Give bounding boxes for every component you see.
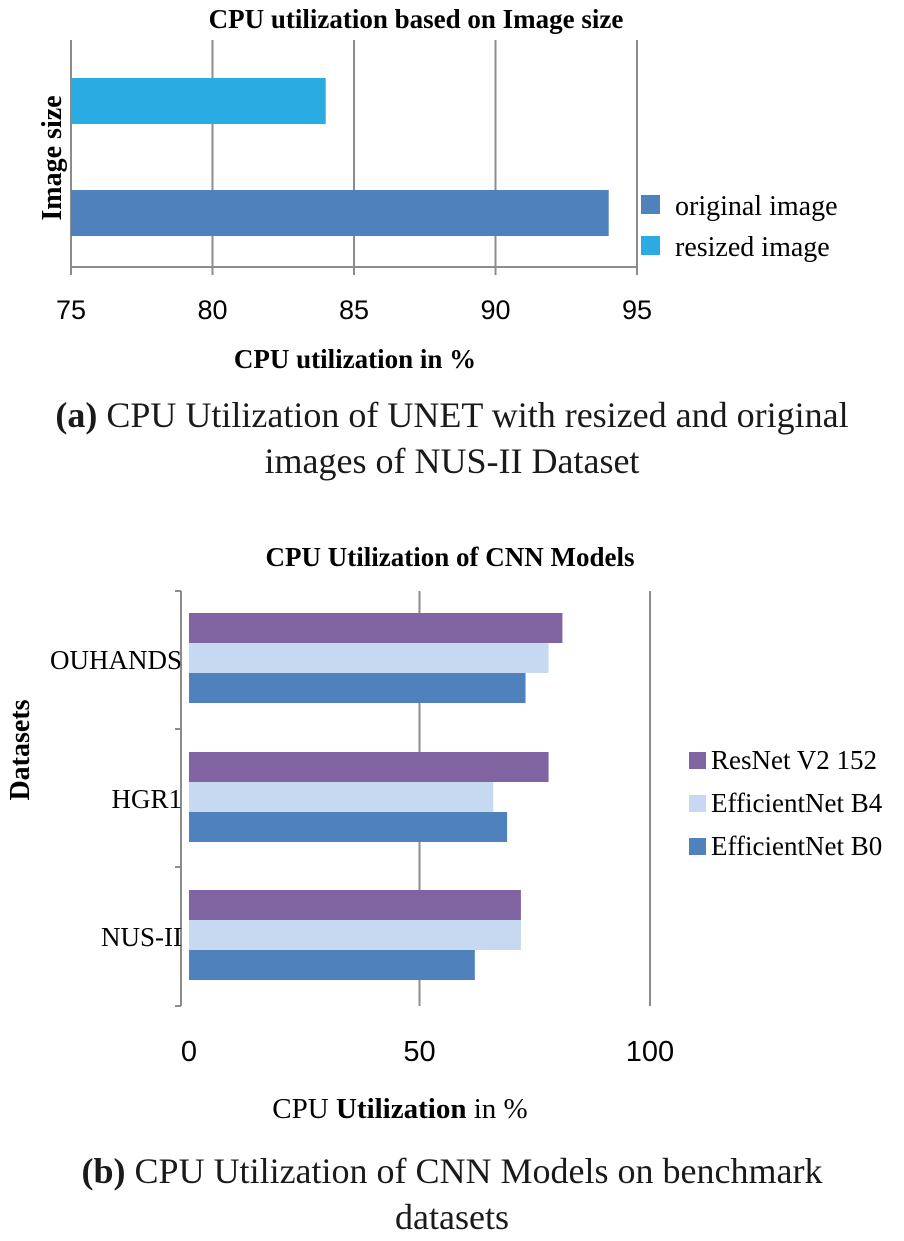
caption-b: (b) CPU Utilization of CNN Models on ben… [0, 1148, 904, 1240]
chart-b-x-axis-label-bold: Utilization [336, 1093, 467, 1125]
chart-a-y-axis-label: Image size [37, 95, 68, 220]
chart-b-x-axis-label: CPU Utilization in % [272, 1093, 527, 1125]
caption-b-label: (b) [81, 1151, 126, 1191]
chart-a-x-axis-label: CPU utilization in % [234, 344, 476, 374]
caption-a-text: CPU Utilization of UNET with resized and… [97, 395, 849, 435]
chart-b-bar-hgr1-efficientnet-b0 [189, 812, 508, 842]
chart-a-tick-label: 95 [622, 295, 652, 325]
chart-b-bars [189, 613, 563, 980]
chart-b-tick-label: 50 [403, 1036, 435, 1068]
chart-a-bar-original-image [71, 190, 609, 236]
chart-b-bar-ouhands-resnet-v2-152 [189, 613, 563, 643]
chart-b-category-label: NUS-II [101, 922, 182, 952]
chart-a-title: CPU utilization based on Image size [209, 4, 624, 34]
chart-b-category-label: HGR1 [111, 784, 182, 814]
chart-b-category-label: OUHANDS [50, 645, 182, 675]
caption-b-text: CPU Utilization of CNN Models on benchma… [125, 1151, 823, 1191]
chart-a-tick-label: 90 [480, 295, 510, 325]
chart-b-gridlines [175, 590, 651, 1007]
chart-b-x-axis-label-part2: in % [466, 1093, 527, 1125]
chart-a-gridlines [70, 40, 638, 275]
chart-b-x-axis-label-part1: CPU [272, 1093, 336, 1125]
chart-b-bar-nus-ii-efficientnet-b4 [189, 920, 521, 950]
chart-b-title: CPU Utilization of CNN Models [266, 542, 635, 572]
chart-a-legend: original image resized image [641, 191, 838, 263]
legend-label-efficientnet-b0: EfficientNet B0 [711, 831, 882, 861]
chart-b-x-ticks: 0 50 100 [181, 1036, 674, 1068]
legend-swatch-efficientnet-b0 [689, 838, 706, 855]
chart-b-bar-hgr1-resnet-v2-152 [189, 752, 549, 782]
legend-swatch-original-image [641, 195, 660, 214]
chart-b-bar-ouhands-efficientnet-b4 [189, 643, 549, 673]
chart-a-x-ticks: 75 80 85 90 95 [56, 295, 652, 325]
chart-b-category-labels: OUHANDS HGR1 NUS-II [50, 645, 182, 952]
chart-b-bar-nus-ii-resnet-v2-152 [189, 890, 521, 920]
chart-a-tick-label: 80 [197, 295, 227, 325]
chart-a-tick-label: 85 [339, 295, 369, 325]
chart-b-y-axis-label: Datasets [5, 699, 36, 800]
caption-a-text-line2: images of NUS-II Dataset [264, 441, 640, 481]
legend-swatch-efficientnet-b4 [689, 795, 706, 812]
caption-a-label: (a) [55, 395, 98, 435]
chart-a-bar-resized-image [71, 78, 326, 124]
chart-b-bar-nus-ii-efficientnet-b0 [189, 950, 475, 980]
caption-a: (a) CPU Utilization of UNET with resized… [0, 392, 904, 484]
chart-b-tick-label: 100 [626, 1036, 674, 1068]
chart-b-bar-hgr1-efficientnet-b4 [189, 782, 494, 812]
legend-label-original-image: original image [675, 191, 838, 222]
chart-b-bar-ouhands-efficientnet-b0 [189, 673, 526, 703]
chart-a-bars [71, 78, 609, 236]
legend-label-efficientnet-b4: EfficientNet B4 [711, 788, 883, 818]
chart-a: CPU utilization based on Image size 75 80… [37, 4, 838, 374]
chart-b-legend: ResNet V2 152 EfficientNet B4 EfficientN… [689, 745, 883, 861]
chart-b-tick-label: 0 [181, 1036, 197, 1068]
legend-label-resnet-v2-152: ResNet V2 152 [711, 745, 877, 775]
legend-label-resized-image: resized image [675, 232, 830, 263]
chart-a-tick-label: 75 [56, 295, 86, 325]
legend-swatch-resnet-v2-152 [689, 752, 706, 769]
caption-b-text-line2: datasets [395, 1197, 509, 1237]
legend-swatch-resized-image [641, 236, 660, 255]
